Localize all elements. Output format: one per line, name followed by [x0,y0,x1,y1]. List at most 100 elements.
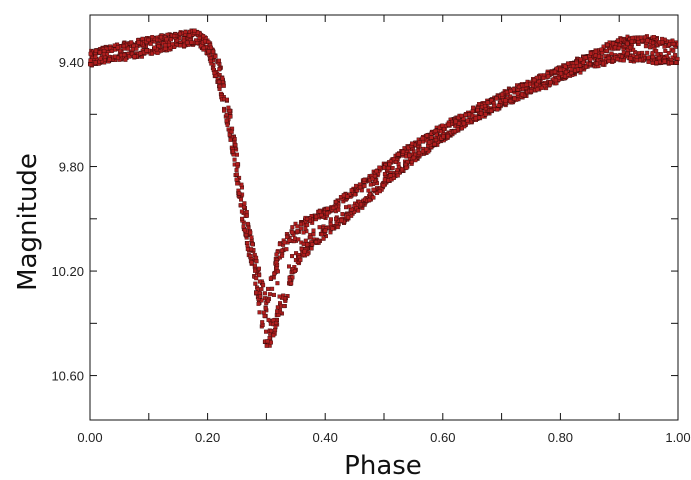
data-point [638,58,643,63]
data-point [242,201,247,206]
data-point [460,126,465,131]
data-point [500,92,505,97]
data-point [368,182,373,187]
data-point [166,42,171,47]
data-point [535,87,540,92]
data-point [217,67,222,72]
data-point [645,38,650,43]
data-point [646,59,651,64]
data-point [268,276,273,281]
data-point [269,340,274,345]
data-point [630,35,635,40]
data-point [325,206,330,211]
data-point [553,78,558,83]
data-point [344,205,349,210]
data-point [453,119,458,124]
data-point [584,64,589,69]
data-point [237,191,242,196]
data-point [437,125,442,130]
data-point [254,276,259,281]
data-point [93,48,98,53]
data-point [136,40,141,45]
data-point [245,247,250,252]
data-point [98,56,103,61]
data-point [477,101,482,106]
data-point [666,51,671,56]
data-point [362,177,367,182]
data-point [253,281,258,286]
data-point [381,183,386,188]
data-point [393,159,398,164]
data-point [534,75,539,80]
data-point [407,153,412,158]
data-point [211,49,216,54]
data-point [273,328,278,333]
data-point [373,178,378,183]
data-point [129,40,134,45]
data-point [654,60,659,65]
data-point [112,54,117,59]
data-point [168,37,173,42]
data-point [345,194,350,199]
data-point [421,139,426,144]
data-point [609,51,614,56]
x-tick-label: 0.00 [77,430,102,445]
data-point [467,112,472,117]
data-point [396,152,401,157]
y-axis-title: Magnitude [13,153,43,291]
data-point [256,301,261,306]
data-point [362,183,367,188]
data-point [400,167,405,172]
data-point [185,40,190,45]
data-point [266,317,271,322]
data-point [290,230,295,235]
data-point [515,91,520,96]
data-point [673,53,678,58]
data-point [206,49,211,54]
data-point [262,313,267,318]
data-point [298,222,303,227]
data-point [260,320,265,325]
data-point [353,192,358,197]
data-point [621,58,626,63]
data-point [429,135,434,140]
data-point [671,42,676,47]
data-point [588,51,593,56]
data-point [290,275,295,280]
data-point [197,36,202,41]
data-point [370,176,375,181]
data-point [508,89,513,94]
data-point [359,202,364,207]
data-point [276,312,281,317]
data-point [104,46,109,51]
x-tick-label: 0.80 [548,430,573,445]
data-point [516,84,521,89]
data-point [372,174,377,179]
data-point [377,189,382,194]
data-point [222,108,227,113]
data-point [600,50,605,55]
data-point [341,193,346,198]
data-point [325,211,330,216]
data-point [605,42,610,47]
data-point [224,118,229,123]
data-point [576,67,581,72]
data-point [195,41,200,46]
data-point [266,286,271,291]
data-point [233,142,238,147]
data-point [578,63,583,68]
data-point [234,168,239,173]
data-point [239,209,244,214]
data-point [245,221,250,226]
data-point [314,214,319,219]
data-point [195,30,200,35]
data-point [356,208,361,213]
data-point [208,45,213,50]
data-point [583,55,588,60]
data-point [311,228,316,233]
data-point [512,96,517,101]
y-tick-label: 9.80 [59,160,84,175]
data-point [334,216,339,221]
data-point [239,216,244,221]
data-point [331,205,336,210]
